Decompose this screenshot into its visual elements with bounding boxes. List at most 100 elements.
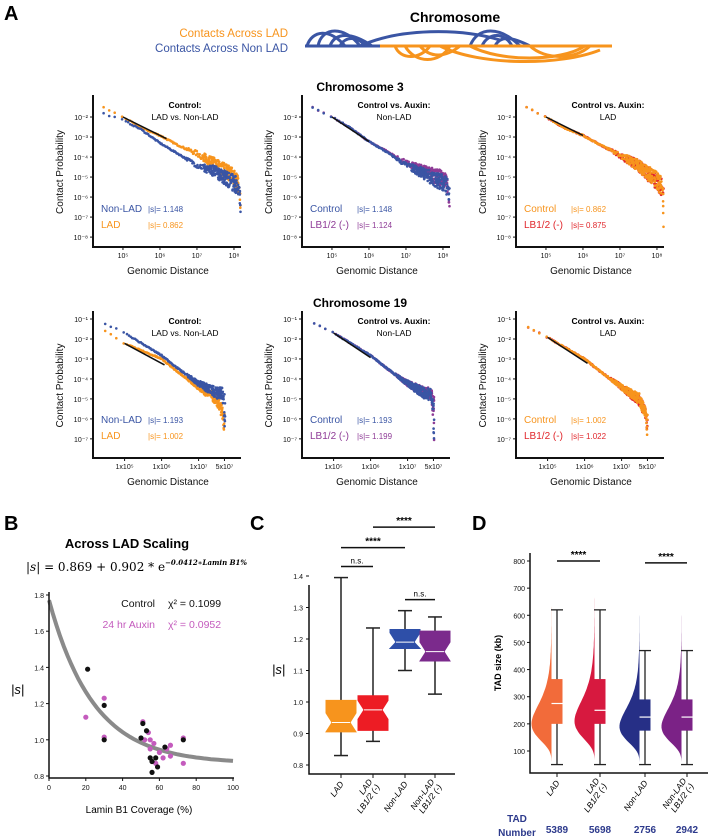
data-point: [216, 388, 219, 392]
data-point: [419, 165, 422, 169]
data-point: [656, 186, 659, 190]
contact-probability-plot: 10⁻² 10⁻³ 10⁻⁴ 10⁻⁵ 10⁻⁶ 10⁻⁷ 10⁻⁸ 10⁵ 10⁶ 10⁷ 10⁸…: [264, 95, 451, 277]
data-point: [225, 166, 228, 169]
data-point: [647, 178, 651, 181]
x-tick-label: 10⁸: [229, 253, 240, 260]
legend-s-value: |s|= 1.002: [148, 432, 184, 441]
data-point: [167, 753, 174, 759]
data-point: [120, 115, 124, 118]
data-point: [436, 186, 439, 190]
data-point: [441, 188, 444, 192]
x-tick-label: 1x10⁵: [325, 464, 343, 471]
y-tick-label: 10⁻⁷: [497, 437, 511, 444]
data-point: [211, 173, 214, 177]
data-point: [424, 171, 428, 174]
data-point: [649, 174, 652, 178]
data-point: [101, 702, 107, 709]
data-point: [437, 179, 441, 183]
data-point: [212, 391, 216, 394]
data-point: [443, 172, 446, 176]
data-point: [646, 169, 649, 172]
data-point: [122, 331, 125, 334]
y-tick-label: 10⁻¹: [497, 317, 511, 324]
data-point: [156, 749, 162, 756]
legend-chi-square: χ² = 0.1099: [168, 598, 221, 610]
y-tick-label: 10⁻⁶: [283, 417, 297, 424]
category-label-line: LAD: [544, 778, 562, 797]
legend-s-value: |s|= 0.862: [571, 205, 607, 214]
data-point: [225, 170, 228, 174]
fit-line: [333, 332, 372, 359]
data-point: [661, 200, 665, 203]
data-point: [212, 169, 215, 172]
contact-probability-plot: 10⁻¹ 10⁻² 10⁻³ 10⁻⁴ 10⁻⁵ 10⁻⁶ 10⁻⁷ 1x10⁵ 1x10⁶ 1x…: [55, 311, 241, 488]
legend-label: LB1/2 (-): [524, 220, 563, 231]
plots-layer: 10⁻² 10⁻³ 10⁻⁴ 10⁻⁵ 10⁻⁶ 10⁻⁷ 10⁻⁸ 10⁵ 10⁶ 10⁷ 10⁸…: [11, 95, 708, 839]
data-point: [195, 149, 199, 153]
data-point: [202, 384, 206, 387]
data-point: [429, 387, 432, 391]
data-point: [614, 380, 617, 384]
y-tick-label: 10⁻³: [283, 357, 297, 364]
x-tick-label: 80: [192, 785, 200, 792]
data-point: [102, 105, 105, 109]
data-point: [625, 388, 629, 392]
data-point: [113, 115, 116, 119]
data-point: [221, 397, 224, 401]
data-point: [661, 189, 664, 192]
category-label: LAD: [544, 778, 562, 797]
data-point: [223, 413, 226, 417]
data-point: [660, 180, 663, 183]
half-violin: [661, 567, 682, 765]
data-point: [658, 177, 662, 180]
data-point: [229, 169, 232, 173]
data-point: [187, 374, 191, 378]
data-point: [447, 188, 450, 191]
equation-lhs: |s|: [26, 560, 40, 574]
data-point: [213, 173, 217, 176]
series-non-lad: [102, 111, 242, 214]
data-point: [661, 192, 665, 196]
data-point: [207, 160, 210, 163]
y-tick-label: 10⁻²: [283, 337, 297, 344]
x-axis-label: Genomic Distance: [336, 477, 418, 488]
data-point: [640, 399, 643, 403]
data-point: [218, 168, 222, 172]
x-tick-label: 1x10⁶: [362, 464, 380, 471]
data-point: [538, 332, 541, 335]
data-point: [403, 378, 406, 382]
data-point: [434, 176, 437, 180]
x-tick-label: 10⁵: [327, 253, 338, 260]
data-point: [318, 324, 322, 328]
x-axis-label: Genomic Distance: [127, 266, 209, 277]
data-point: [412, 170, 416, 173]
y-tick-label: 1.6: [34, 629, 44, 636]
data-point: [142, 129, 145, 132]
data-point: [407, 385, 411, 388]
data-point: [217, 162, 221, 166]
data-point: [102, 111, 105, 115]
y-axis-label: Contact Probability: [55, 344, 66, 428]
data-point: [207, 157, 210, 161]
data-point: [198, 385, 202, 388]
data-point: [416, 384, 420, 387]
legend-s-value: |s|= 1.199: [357, 432, 393, 441]
x-tick-label: 1x10⁶: [153, 464, 171, 471]
nonlad-contact-arcs: [305, 29, 531, 48]
data-point: [192, 162, 196, 165]
notched-box: [388, 629, 422, 649]
y-tick-label: 10⁻⁶: [497, 417, 511, 424]
data-point: [646, 173, 650, 177]
x-tick-label: 1x10⁷: [613, 464, 631, 471]
data-point: [239, 210, 242, 214]
data-point: [219, 413, 223, 417]
x-tick-label: 0: [47, 785, 51, 792]
data-point: [188, 377, 192, 380]
data-point: [153, 755, 159, 761]
y-tick-label: 10⁻⁸: [283, 235, 297, 242]
data-point: [143, 728, 150, 734]
tad-count: 5389: [546, 825, 569, 836]
y-tick-label: 0.8: [293, 763, 303, 770]
data-point: [419, 385, 422, 388]
